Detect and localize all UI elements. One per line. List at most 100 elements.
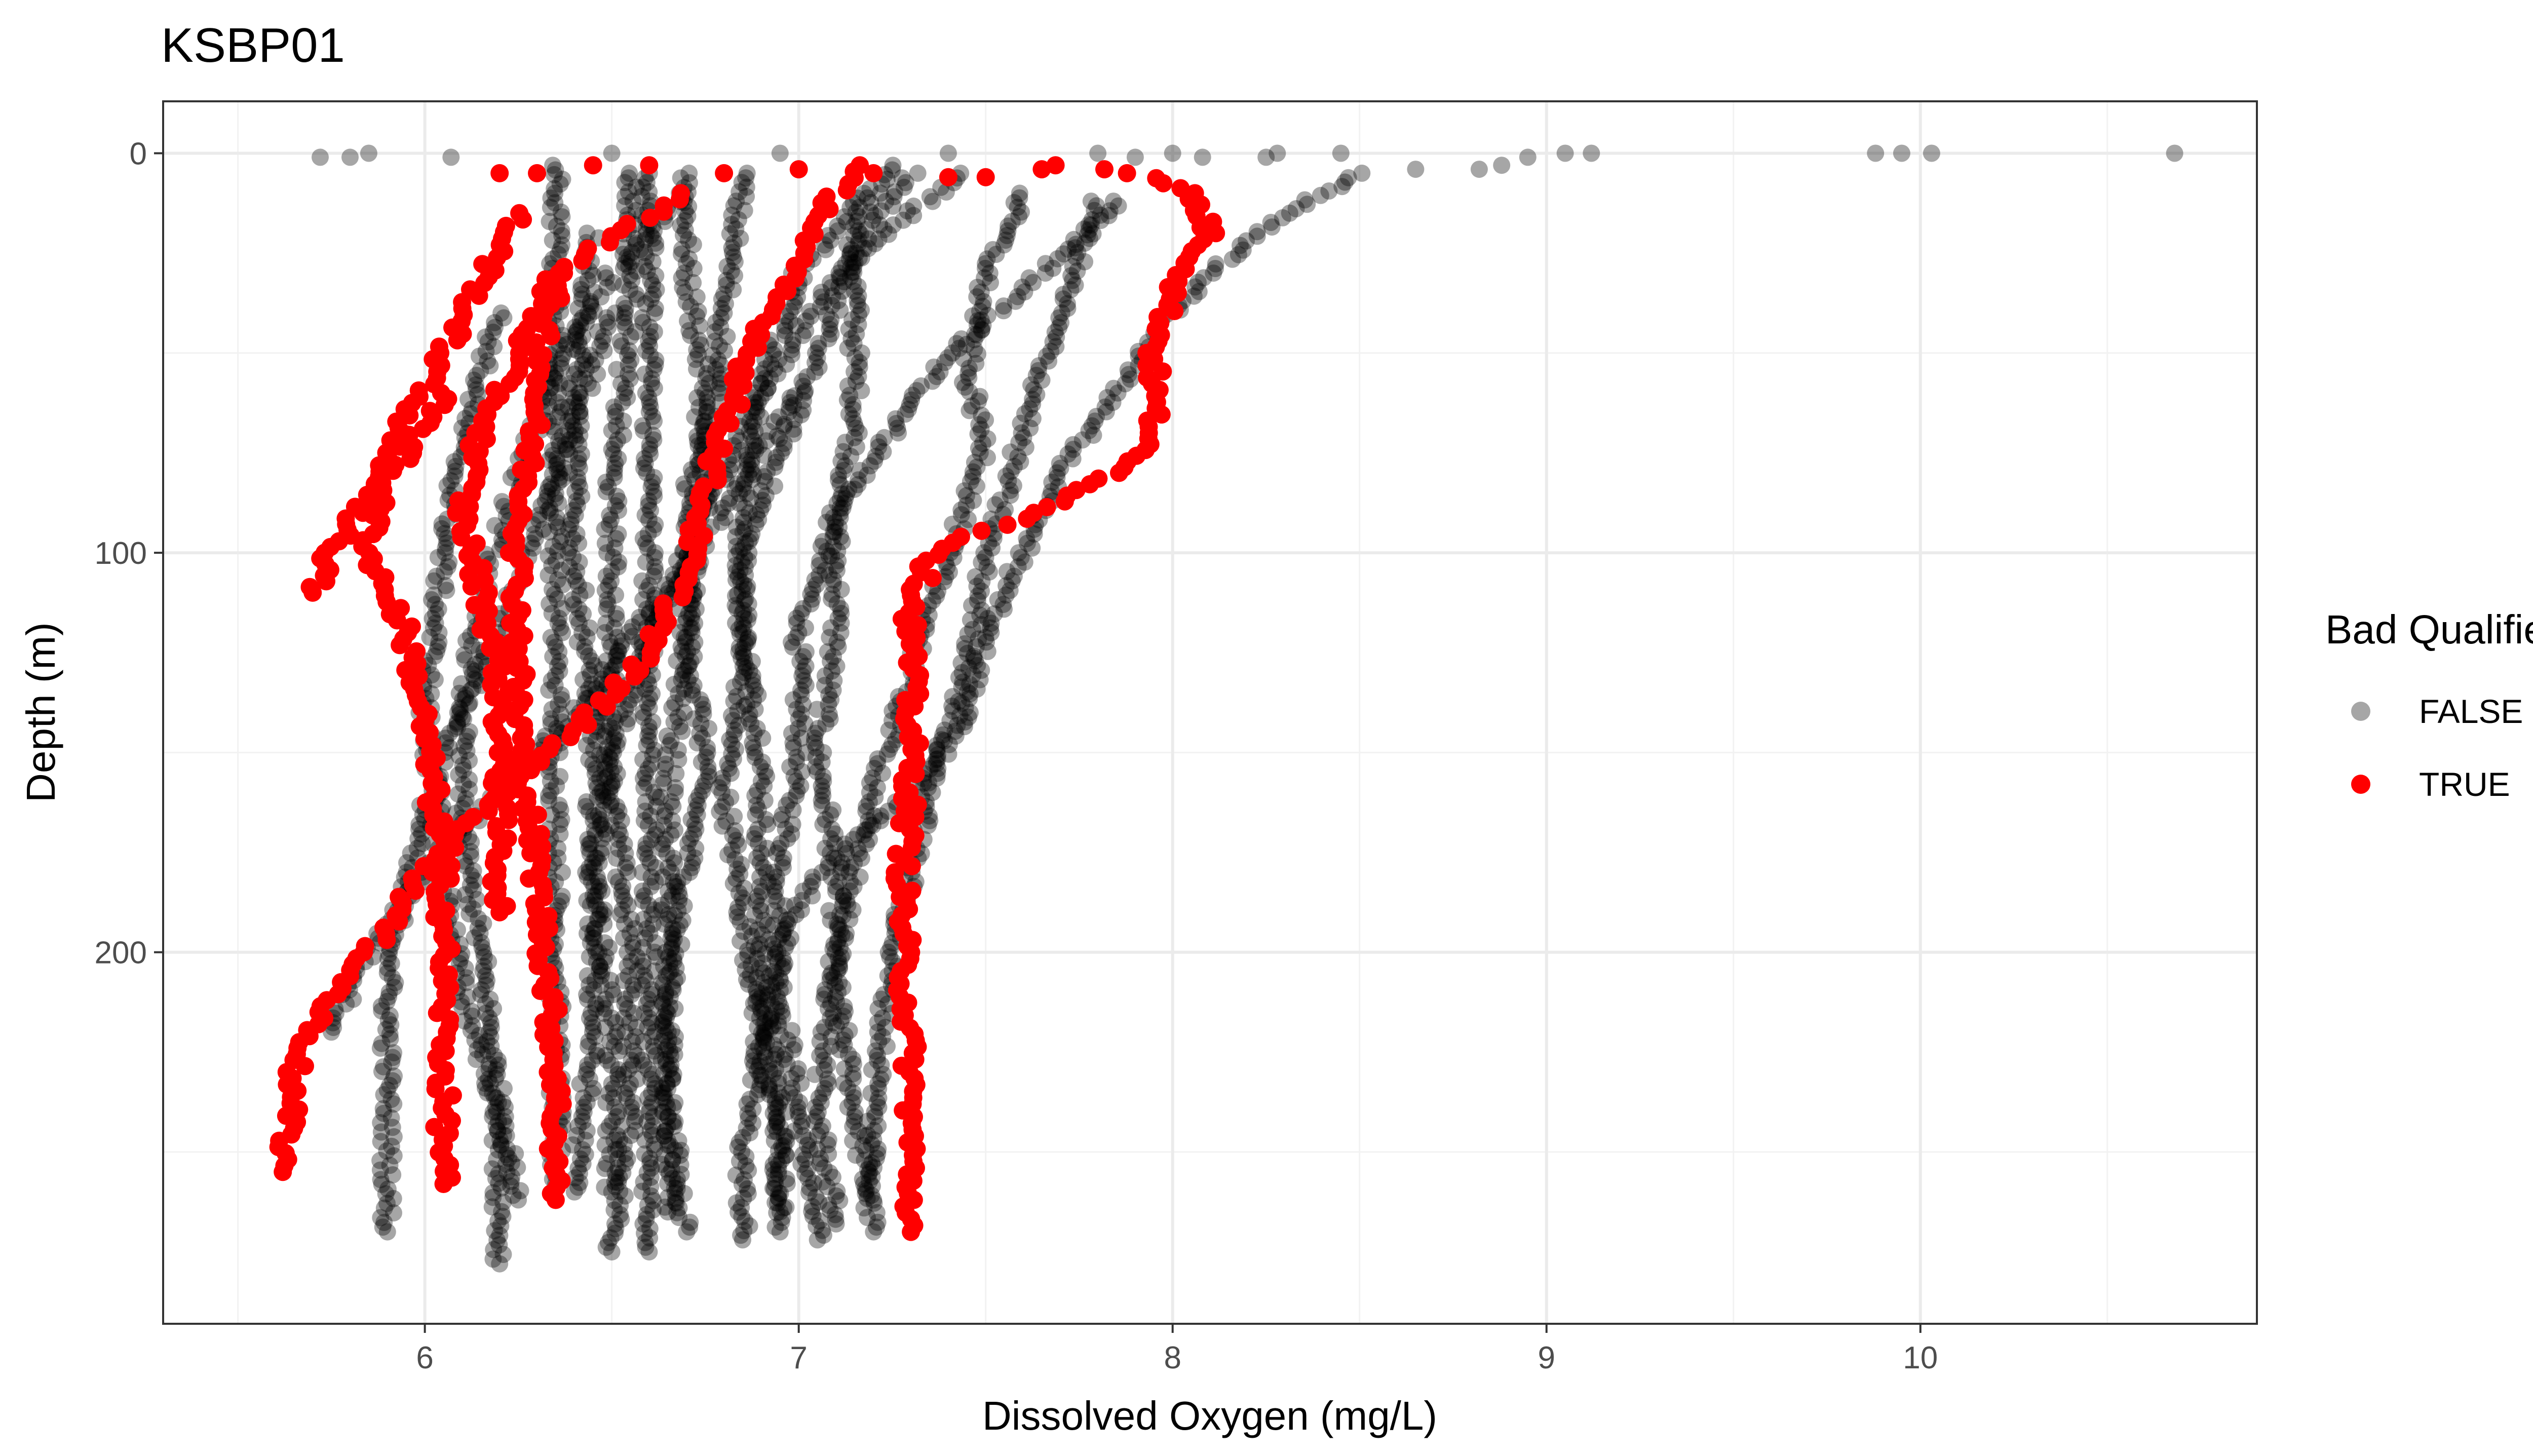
point-false [751,1067,769,1085]
point-false [1109,197,1127,215]
y-tick-label: 0 [130,137,147,172]
point-false [814,782,831,800]
point-false [748,720,766,737]
point-false [582,293,599,311]
point-false [830,954,848,972]
point-false [744,734,761,752]
point-false [972,311,990,329]
point-false [758,991,776,1009]
point-false [749,835,767,853]
point-false [744,672,761,689]
point-false [778,1175,796,1193]
point-false [578,314,595,331]
point-false [968,316,986,334]
point-false [641,445,659,463]
point-false [1100,207,1118,224]
point-false [442,148,460,166]
point-false [667,945,684,963]
point-false [608,629,626,646]
point-false [551,825,569,843]
point-false [731,625,749,643]
point-false [820,566,838,584]
point-false [758,839,776,857]
point-false [662,1060,679,1078]
point-false [989,591,1007,608]
point-false [832,614,850,632]
point-true [600,233,619,252]
point-false [750,511,767,528]
point-false [603,441,621,458]
point-false [699,739,716,756]
point-false [564,340,582,358]
point-false [647,234,665,252]
point-false [645,469,663,486]
point-false [643,1094,661,1112]
point-false [859,1209,876,1227]
point-false [475,914,492,932]
point-false [606,539,624,557]
point-false [846,415,863,432]
point-false [606,713,624,731]
point-false [570,600,588,618]
point-false [843,1094,861,1112]
point-false [758,1034,776,1051]
point-false [810,339,827,357]
point-false [841,268,859,286]
point-false [856,821,874,839]
point-false [598,788,616,806]
point-false [463,833,480,851]
point-false [642,755,660,773]
point-false [743,456,760,474]
x-tick-label: 8 [1164,1340,1181,1375]
point-false [828,561,846,579]
point-false [636,454,654,472]
point-false [554,576,571,594]
point-false [544,466,561,483]
point-false [623,253,640,271]
point-false [858,221,875,239]
point-false [820,547,838,565]
point-false [608,361,626,378]
point-false [834,907,852,925]
point-false [831,504,849,522]
point-false [830,974,848,991]
point-false [641,1122,659,1139]
point-false [541,213,558,231]
point-false [805,1174,823,1192]
point-false [620,183,637,201]
point-false [755,777,773,795]
point-false [1097,403,1115,420]
point-false [735,576,753,594]
point-false [602,1056,620,1074]
point-false [616,197,634,215]
point-false [610,492,628,510]
point-false [547,485,564,503]
point-false [636,929,654,947]
point-false [861,180,879,198]
point-false [858,467,876,484]
point-false [904,387,921,404]
point-false [642,1159,660,1177]
point-false [460,723,478,741]
point-false [642,807,659,825]
point-false [842,241,860,258]
point-false [706,332,724,350]
point-false [1098,389,1116,406]
point-false [644,253,662,271]
point-false [723,216,741,234]
point-false [823,662,840,680]
point-false [619,1000,636,1017]
point-false [635,1173,653,1191]
point-false [591,746,608,763]
point-false [616,1023,634,1041]
point-false [823,820,841,838]
point-false [681,619,699,637]
point-false [645,379,663,397]
point-false [721,225,739,243]
point-false [768,845,786,862]
point-false [607,724,625,742]
point-false [738,1095,756,1113]
point-false [605,758,623,776]
point-false [762,355,780,373]
point-false [841,387,859,404]
